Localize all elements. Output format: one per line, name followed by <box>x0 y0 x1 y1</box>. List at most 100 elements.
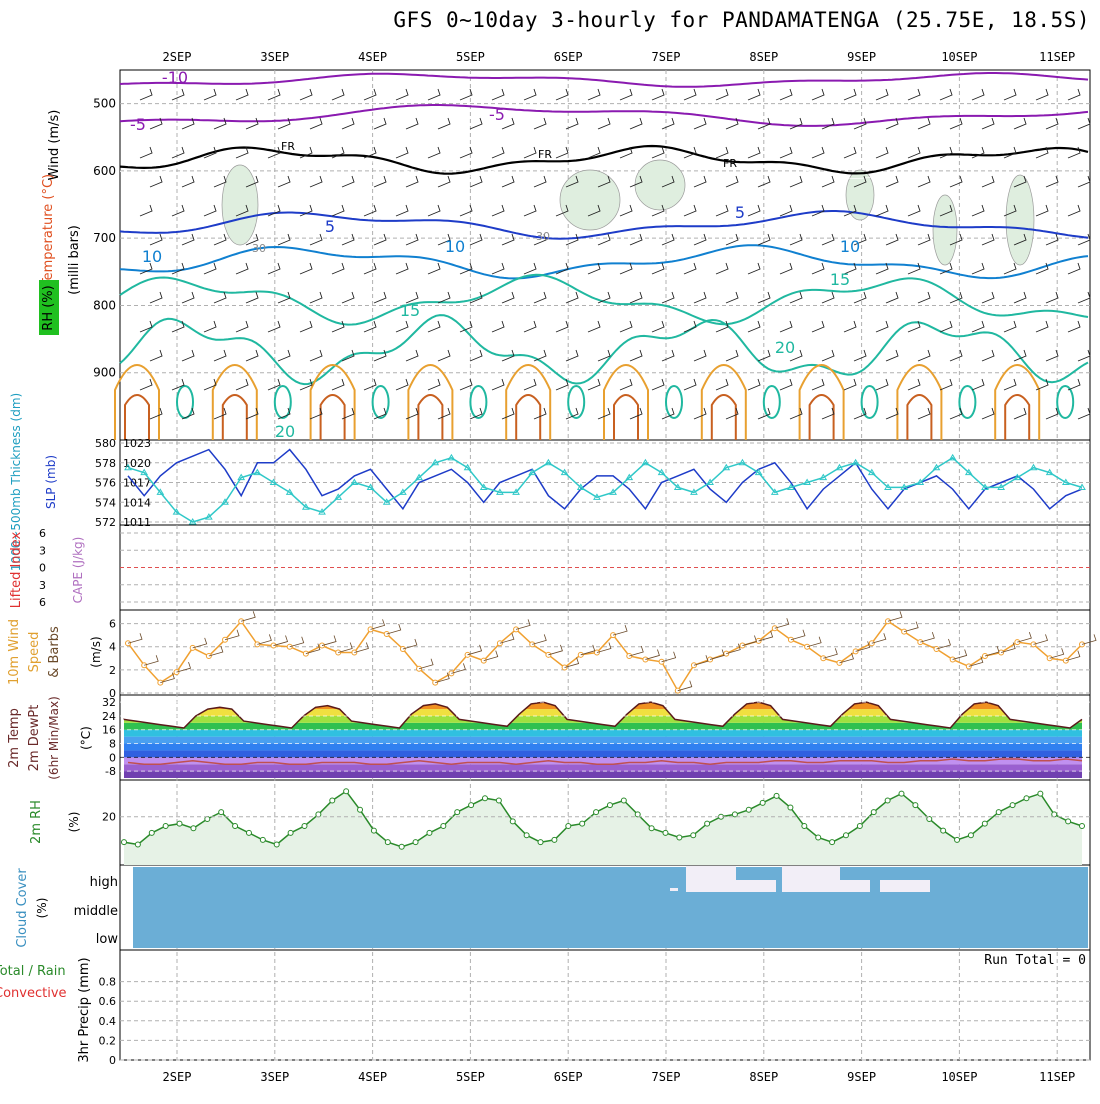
wind-barb <box>693 117 707 130</box>
thickness-point <box>1061 478 1070 485</box>
wind-barb <box>971 262 985 275</box>
thickness-point <box>301 503 310 510</box>
wind10-barb <box>402 638 418 650</box>
date-label-top: 11SEP <box>1039 50 1075 64</box>
wind-barb <box>693 233 707 246</box>
wind-barb <box>683 146 697 159</box>
wind-barb <box>181 349 195 362</box>
thickness-point <box>560 468 569 476</box>
temp-contour-30 <box>808 394 835 440</box>
freezing-level-inner <box>119 150 1089 180</box>
rh2m-point <box>773 792 780 799</box>
wind-barb <box>779 320 793 333</box>
wind-barb <box>245 117 259 130</box>
rh2m-point <box>481 795 488 802</box>
wind10-barb <box>871 633 887 644</box>
wind-barb <box>395 146 409 159</box>
wind-barb <box>213 291 227 304</box>
wind-barb <box>907 204 921 217</box>
temp-band <box>124 729 1082 737</box>
wind-barb <box>171 146 185 159</box>
wind-barb <box>213 117 227 130</box>
wind-barb <box>1003 378 1017 391</box>
wind-barb <box>171 378 185 391</box>
rh2m-point <box>426 829 433 836</box>
wind-axis-label: Wind (m/s) <box>47 110 62 181</box>
temp-contour-25 <box>896 364 943 440</box>
wind-barb <box>949 117 963 130</box>
thickness-tick-label: 576 <box>95 477 116 490</box>
rh2m-point <box>121 839 127 846</box>
rh2m-point <box>162 822 169 829</box>
wind-barb <box>939 88 953 101</box>
wind-barb <box>203 204 217 217</box>
wind-barb <box>843 378 857 391</box>
wind-barb <box>971 378 985 391</box>
date-label-top: 7SEP <box>652 50 681 64</box>
wind-barb <box>907 262 921 275</box>
wind-barb <box>373 291 387 304</box>
rh2m-point <box>440 822 447 829</box>
wind-barb <box>1013 291 1027 304</box>
wind-barb <box>149 233 163 246</box>
contour-label: 15 <box>830 270 850 289</box>
date-label-top: 2SEP <box>163 50 192 64</box>
wind-barb <box>971 146 985 159</box>
dewpt-axis-label: 2m DewPt <box>27 705 42 772</box>
wind-barb <box>949 407 963 420</box>
wind10-barb <box>241 611 256 622</box>
wind-barb <box>341 233 355 246</box>
wind-barb <box>629 175 643 188</box>
wind-barb <box>267 262 281 275</box>
rh2m-point <box>815 834 822 841</box>
wind-barb <box>1035 88 1049 101</box>
rh2m-point <box>343 788 350 795</box>
contour-label: -10 <box>162 68 188 87</box>
wind-barb <box>885 407 899 420</box>
wind-barb <box>235 146 249 159</box>
rh-shade <box>932 194 958 266</box>
wind-barb <box>715 378 729 391</box>
date-label-bottom: 5SEP <box>456 1070 485 1084</box>
wind-barb <box>917 175 931 188</box>
wind-barb <box>1003 262 1017 275</box>
rh2m-point <box>606 802 613 809</box>
date-label-top: 9SEP <box>847 50 876 64</box>
wind-barb <box>789 175 803 188</box>
wind-barb <box>949 233 963 246</box>
wind-barb <box>747 146 761 159</box>
wind-barb <box>779 262 793 275</box>
temp-contour-20-closed <box>371 385 390 419</box>
date-label-top: 10SEP <box>941 50 977 64</box>
cloud-level-label: high <box>90 875 118 890</box>
thickness-tick-label: 574 <box>95 496 116 509</box>
wind-barb <box>971 88 985 101</box>
wind-barb <box>395 204 409 217</box>
wind-barb <box>555 204 569 217</box>
wind-barb <box>789 233 803 246</box>
wind-barb <box>203 320 217 333</box>
wind-barb <box>331 88 345 101</box>
wind-barb <box>181 233 195 246</box>
wind-barb <box>811 204 825 217</box>
wind-barb <box>811 262 825 275</box>
wind-barb <box>491 320 505 333</box>
wind-tick-label: 0 <box>109 687 116 700</box>
wind-barb <box>1035 204 1049 217</box>
li-tick-label: 0 <box>39 562 46 575</box>
wind-barb <box>139 204 153 217</box>
rh2m-point <box>1037 790 1044 797</box>
rh2m-point <box>967 832 974 839</box>
rh-upper <box>120 782 1090 817</box>
temp-contour-10 <box>119 244 1089 280</box>
wind-barb <box>693 407 707 420</box>
thickness-point <box>770 488 779 495</box>
wind-barb <box>235 204 249 217</box>
wind-barb <box>437 291 451 304</box>
precip-tick-label: 0.2 <box>99 1034 117 1047</box>
wind10-barb <box>321 635 337 646</box>
wind-barb <box>619 378 633 391</box>
wind-barb <box>213 233 227 246</box>
date-label-bottom: 10SEP <box>941 1070 977 1084</box>
